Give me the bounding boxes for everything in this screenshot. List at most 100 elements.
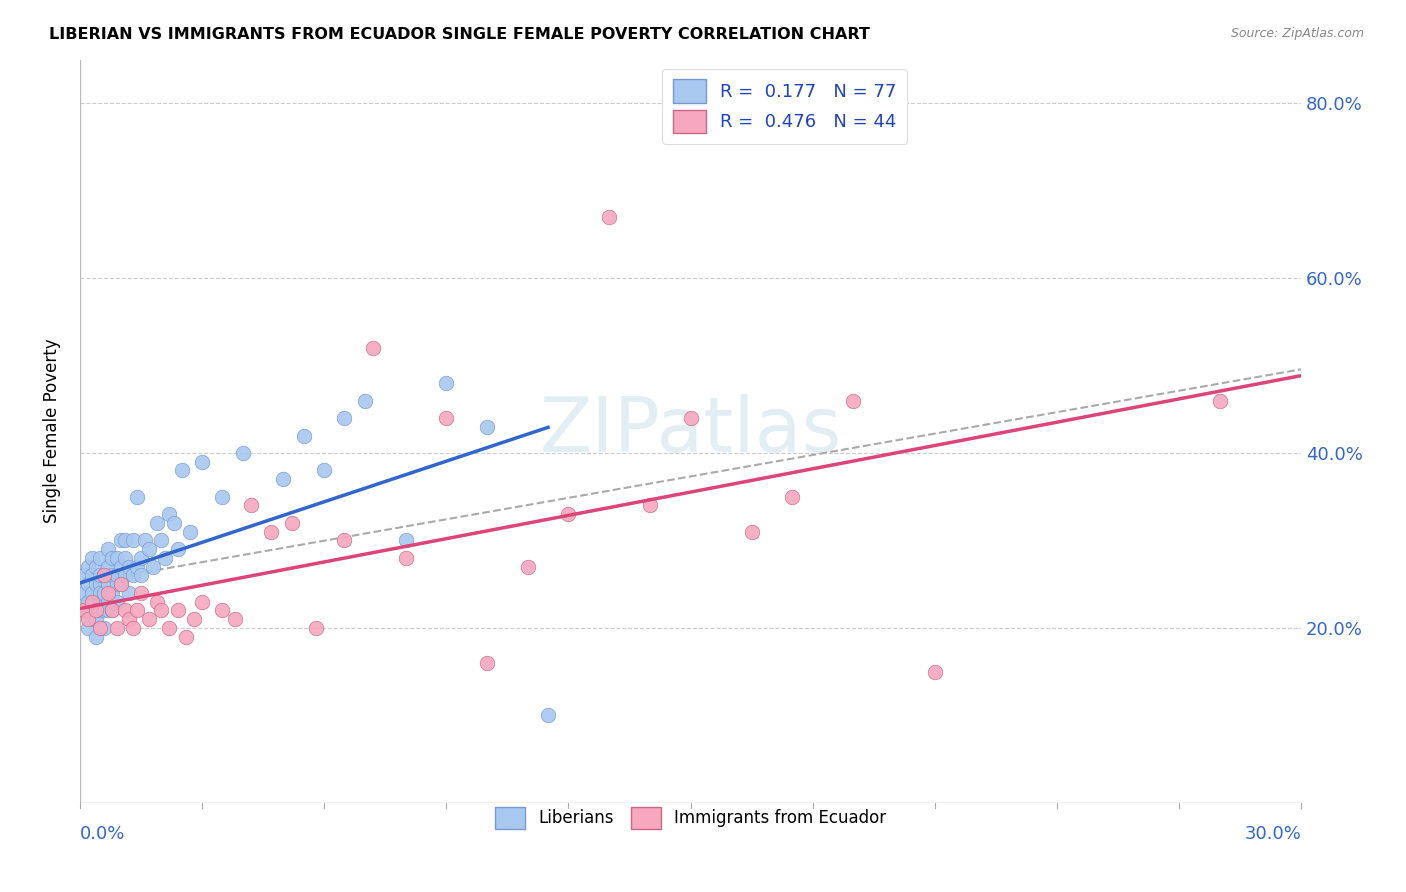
Point bbox=[114, 550, 136, 565]
Point bbox=[434, 411, 457, 425]
Point bbox=[73, 586, 96, 600]
Point bbox=[77, 577, 100, 591]
Point bbox=[924, 665, 946, 679]
Text: 30.0%: 30.0% bbox=[1244, 825, 1301, 843]
Point bbox=[97, 586, 120, 600]
Point bbox=[89, 594, 111, 608]
Point bbox=[121, 568, 143, 582]
Point bbox=[305, 621, 328, 635]
Point bbox=[166, 542, 188, 557]
Point bbox=[97, 559, 120, 574]
Point bbox=[159, 621, 181, 635]
Point bbox=[89, 577, 111, 591]
Point bbox=[394, 550, 416, 565]
Point bbox=[105, 550, 128, 565]
Point bbox=[129, 550, 152, 565]
Point bbox=[211, 490, 233, 504]
Point bbox=[138, 542, 160, 557]
Point bbox=[118, 612, 141, 626]
Point bbox=[134, 533, 156, 548]
Text: LIBERIAN VS IMMIGRANTS FROM ECUADOR SINGLE FEMALE POVERTY CORRELATION CHART: LIBERIAN VS IMMIGRANTS FROM ECUADOR SING… bbox=[49, 27, 870, 42]
Point bbox=[77, 612, 100, 626]
Point bbox=[741, 524, 763, 539]
Point bbox=[114, 603, 136, 617]
Point bbox=[146, 516, 169, 530]
Point bbox=[80, 568, 103, 582]
Point bbox=[97, 594, 120, 608]
Point bbox=[89, 586, 111, 600]
Point bbox=[121, 533, 143, 548]
Point bbox=[260, 524, 283, 539]
Point bbox=[146, 594, 169, 608]
Point bbox=[97, 603, 120, 617]
Legend: Liberians, Immigrants from Ecuador: Liberians, Immigrants from Ecuador bbox=[488, 800, 893, 835]
Point bbox=[80, 603, 103, 617]
Point bbox=[97, 542, 120, 557]
Text: 0.0%: 0.0% bbox=[80, 825, 125, 843]
Point bbox=[129, 586, 152, 600]
Point bbox=[118, 559, 141, 574]
Point bbox=[93, 621, 115, 635]
Point bbox=[118, 586, 141, 600]
Point bbox=[394, 533, 416, 548]
Point bbox=[280, 516, 302, 530]
Point bbox=[183, 612, 205, 626]
Point bbox=[84, 630, 107, 644]
Point bbox=[516, 559, 538, 574]
Point bbox=[114, 533, 136, 548]
Point bbox=[434, 376, 457, 390]
Point bbox=[174, 630, 197, 644]
Point bbox=[121, 621, 143, 635]
Point bbox=[232, 446, 254, 460]
Point bbox=[842, 393, 865, 408]
Point bbox=[179, 524, 201, 539]
Point bbox=[475, 419, 498, 434]
Point bbox=[638, 499, 661, 513]
Point bbox=[101, 586, 124, 600]
Point bbox=[138, 612, 160, 626]
Point bbox=[84, 577, 107, 591]
Point bbox=[314, 463, 336, 477]
Point bbox=[211, 603, 233, 617]
Point bbox=[89, 621, 111, 635]
Point bbox=[125, 559, 148, 574]
Point bbox=[89, 603, 111, 617]
Point bbox=[84, 612, 107, 626]
Text: ZIPatlas: ZIPatlas bbox=[540, 394, 842, 468]
Point bbox=[155, 550, 177, 565]
Point bbox=[77, 594, 100, 608]
Point bbox=[89, 568, 111, 582]
Point bbox=[142, 559, 165, 574]
Point bbox=[537, 708, 560, 723]
Point bbox=[77, 621, 100, 635]
Point bbox=[125, 490, 148, 504]
Point bbox=[101, 550, 124, 565]
Point bbox=[84, 603, 107, 617]
Point bbox=[598, 210, 620, 224]
Point bbox=[162, 516, 184, 530]
Point bbox=[80, 586, 103, 600]
Point bbox=[333, 533, 356, 548]
Point bbox=[475, 656, 498, 670]
Point bbox=[353, 393, 375, 408]
Point bbox=[150, 533, 173, 548]
Point bbox=[93, 603, 115, 617]
Point bbox=[166, 603, 188, 617]
Point bbox=[114, 568, 136, 582]
Point bbox=[80, 550, 103, 565]
Point bbox=[273, 472, 295, 486]
Point bbox=[89, 550, 111, 565]
Point bbox=[73, 603, 96, 617]
Point bbox=[224, 612, 246, 626]
Point bbox=[110, 577, 132, 591]
Point bbox=[77, 559, 100, 574]
Point bbox=[97, 577, 120, 591]
Point bbox=[84, 594, 107, 608]
Point bbox=[191, 594, 214, 608]
Point bbox=[780, 490, 803, 504]
Point bbox=[101, 568, 124, 582]
Point bbox=[125, 603, 148, 617]
Point bbox=[80, 612, 103, 626]
Point bbox=[150, 603, 173, 617]
Point bbox=[101, 603, 124, 617]
